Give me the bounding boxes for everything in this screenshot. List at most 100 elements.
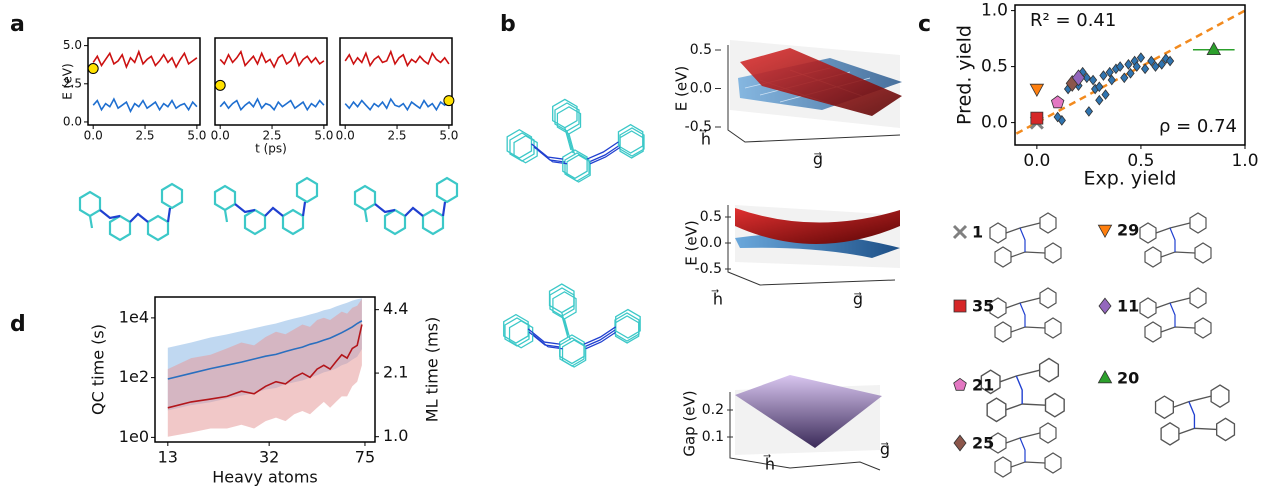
x-tick-label: 2.5 [262,129,281,143]
x-axis-label: Exp. yield [1084,168,1177,190]
conformer-overlay [503,98,645,368]
annotation: ρ = 0.74 [1159,116,1237,137]
highlight-point [214,79,226,91]
legend-label: 11 [1117,297,1139,316]
line [344,49,450,68]
marker [1126,67,1135,79]
marker [1165,55,1175,67]
plot-frame [214,37,328,126]
x-tick-label: 1.0 [1231,151,1258,171]
marker [1120,72,1129,84]
surface [740,48,902,116]
marker [1124,59,1133,70]
axis-label: g⃗ [853,290,863,309]
z-tick-label: 0.1 [702,429,724,445]
line [219,97,325,112]
x-tick-label: 0.0 [336,129,355,143]
axis-line [727,205,896,286]
x-tick-label: 0.5 [1127,151,1154,171]
y-tick-label: 0.5 [981,57,1008,77]
x-tick-label: 75 [355,448,375,467]
plot-area [167,298,363,437]
structure [989,422,1062,478]
x-tick-label: 2.5 [387,129,406,143]
x-axis-label: Heavy atoms [212,468,318,487]
y2-tick-label: 1.0 [383,426,408,445]
marker [1101,89,1110,100]
plot-frame [1014,4,1246,146]
legend-marker [953,434,967,452]
z-tick-label: -0.5 [685,119,712,135]
conformer [504,287,640,367]
marker [1095,94,1104,106]
plot-area [92,49,198,114]
z-tick-label: 0.5 [700,209,722,225]
z-axis-label: Gap (eV) [681,390,699,456]
legend-marker [952,224,968,240]
marker [1082,72,1091,84]
y2-tick-label: 2.1 [383,363,408,382]
marker [1030,111,1044,125]
panel-label: b [500,12,516,37]
marker [1140,63,1150,75]
y2-axis-label: ML time (ms) [423,317,442,422]
legend-marker [1098,297,1112,315]
line [344,97,450,112]
structure [989,212,1062,268]
marker [1157,59,1166,70]
marker [1050,95,1065,109]
plot-frame [154,296,376,443]
y-tick-label: 5.0 [63,38,82,52]
axis-label: h⃗ [763,454,775,474]
x-tick-label: 13 [158,448,178,467]
line [167,324,363,409]
marker [1136,52,1146,63]
x-tick-label: 2.5 [135,129,154,143]
structure [1139,287,1212,343]
marker [1151,61,1160,72]
y-tick-label: 1e4 [119,307,149,326]
x-axis-label: t (ps) [255,142,287,156]
surface [735,375,882,448]
axis-label: g⃗ [813,150,823,169]
x-tick-label: 0.0 [1023,151,1050,171]
x-tick-label: 5.0 [187,129,206,143]
marker [1029,83,1045,98]
plot-frame [339,37,453,126]
line [219,49,325,69]
marker [1099,70,1108,81]
marker [1161,53,1171,65]
axis-label: h⃗ [699,129,711,149]
marker [1107,74,1116,86]
molecule [213,176,319,236]
axis-line [727,45,901,143]
y2-tick-label: 4.4 [383,299,408,318]
y-axis-label: Pred. yield [954,25,976,125]
plot-area [219,49,325,112]
line [92,97,198,114]
legend-label: 25 [972,434,994,453]
surface [735,233,900,258]
surface-plot [727,40,902,471]
legend-marker [953,377,967,391]
legend-label: 1 [972,223,983,242]
x-tick-label: 32 [259,448,279,467]
z-tick-label: -0.5 [695,261,722,277]
legend-marker [953,299,967,313]
y-tick-label: 0.0 [981,113,1008,133]
marker [1088,74,1098,86]
annotation: R² = 0.41 [1030,10,1116,31]
y-tick-label: 1e2 [119,367,149,386]
y-tick-label: 0.0 [63,114,82,128]
structure [989,287,1062,343]
y-tick-label: 1.0 [981,1,1008,21]
line [167,320,363,380]
axis-line [729,392,881,471]
legend-label: 29 [1117,221,1139,240]
plot-frame [87,37,201,126]
z-tick-label: 0.0 [690,81,712,97]
y-axis-label: QC time (s) [89,324,108,415]
marker [1105,66,1114,78]
legend-marker [1097,369,1113,384]
